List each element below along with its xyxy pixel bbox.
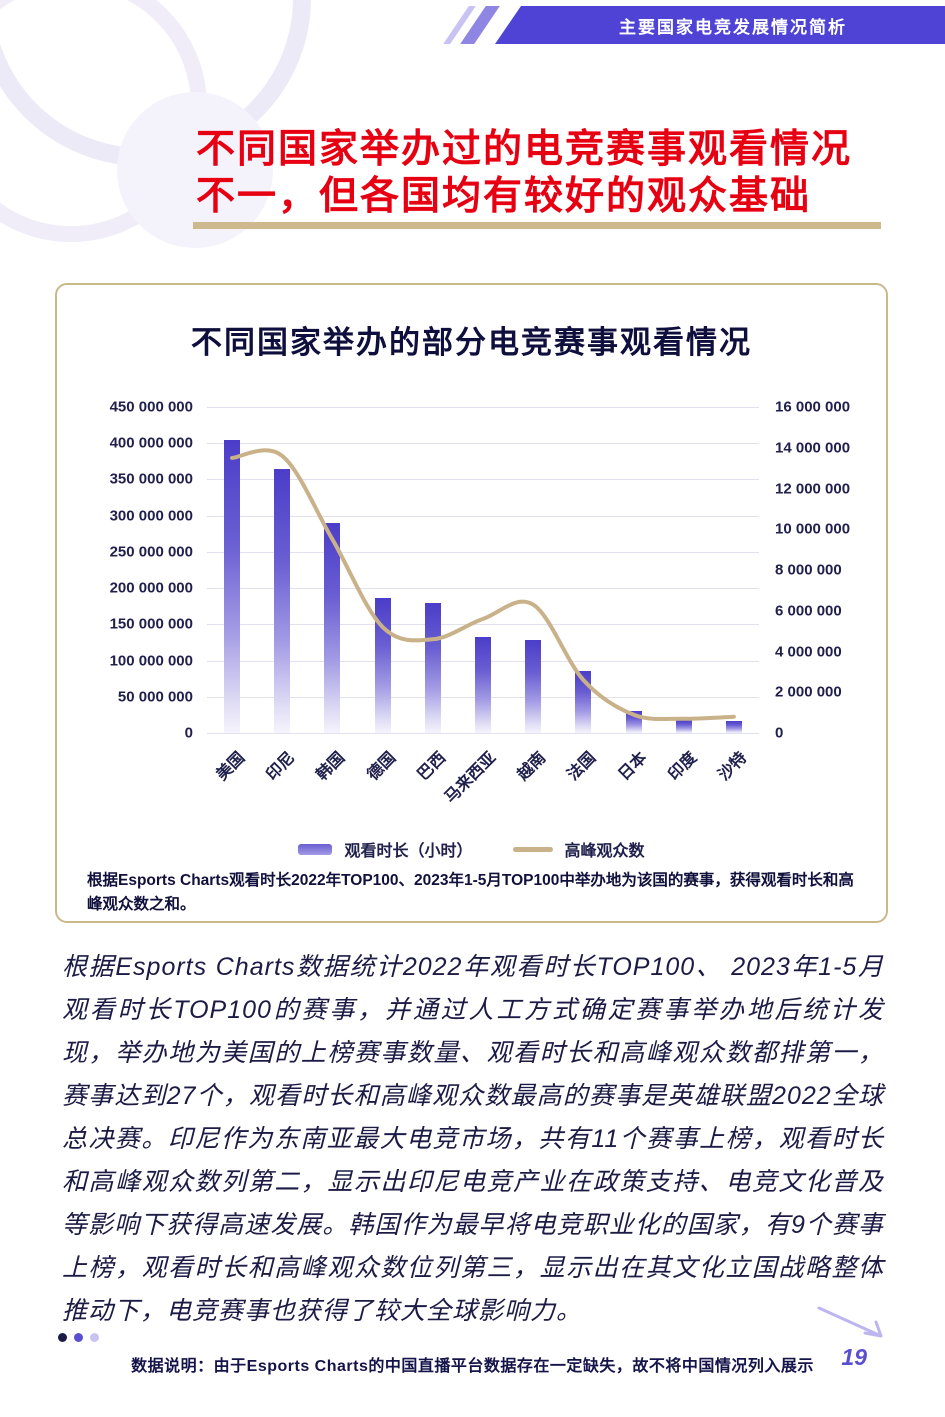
gridline xyxy=(207,407,759,408)
bar xyxy=(324,522,341,733)
chart-source-note: 根据Esports Charts观看时长2022年TOP100、2023年1-5… xyxy=(87,872,854,914)
page-title: 不同国家举办过的电竞赛事观看情况 不一，但各国均有较好的观众基础 xyxy=(196,126,852,220)
bar xyxy=(675,719,692,733)
gridline xyxy=(207,551,759,553)
pagination-dot xyxy=(90,1333,99,1342)
legend-bar-label: 观看时长（小时） xyxy=(344,843,473,860)
pagination-dot xyxy=(58,1333,67,1342)
y-axis-right-tick: 0 xyxy=(775,724,784,742)
peak-viewers-line xyxy=(230,448,736,722)
gridline xyxy=(207,479,759,481)
pagination-dot xyxy=(74,1333,83,1342)
y-axis-left-tick: 0 xyxy=(184,724,193,742)
bar xyxy=(475,637,491,733)
chart-card: 不同国家举办的部分电竞赛事观看情况 450 000 000 400 000 000… xyxy=(55,283,888,923)
y-axis-left-tick: 50 000 000 xyxy=(117,688,193,706)
page-title-line1: 不同国家举办过的电竞赛事观看情况 xyxy=(196,128,853,171)
gridline xyxy=(207,515,759,517)
body-paragraph: 根据Esports Charts数据统计2022年观看时长TOP100、 202… xyxy=(62,953,884,1325)
page-title-line2: 不一，但各国均有较好的观众基础 xyxy=(196,175,812,218)
y-axis-left-tick: 350 000 000 xyxy=(109,470,193,488)
footer-note: 数据说明：由于Esports Charts的中国直播平台数据存在一定缺失，故不将… xyxy=(131,1358,814,1375)
y-axis-right-tick: 12 000 000 xyxy=(775,480,851,497)
gridline xyxy=(207,733,759,734)
y-axis-left-tick: 250 000 000 xyxy=(109,543,193,561)
gridline xyxy=(207,624,759,626)
y-axis-left-tick: 150 000 000 xyxy=(109,615,193,633)
y-axis-left-tick: 400 000 000 xyxy=(109,434,193,452)
gridline xyxy=(207,588,759,590)
y-axis-right-tick: 16 000 000 xyxy=(775,398,851,416)
y-axis-left-tick: 100 000 000 xyxy=(109,652,193,670)
chart-title: 不同国家举办的部分电竞赛事观看情况 xyxy=(191,325,752,360)
legend-line-swatch xyxy=(512,846,553,852)
pagination-dots xyxy=(58,1333,99,1342)
bar xyxy=(525,640,542,733)
bar xyxy=(725,721,742,733)
y-axis-right-tick: 2 000 000 xyxy=(775,683,842,701)
y-axis-left-tick: 200 000 000 xyxy=(109,579,193,597)
y-axis-right-tick: 10 000 000 xyxy=(775,520,851,538)
legend-line-label: 高峰观众数 xyxy=(564,843,645,860)
chart-legend: 观看时长（小时） 高峰观众数 xyxy=(57,837,886,861)
plot-area: 450 000 000 400 000 000 350 000 000 300 000… xyxy=(110,399,851,807)
y-axis-left-tick: 450 000 000 xyxy=(109,398,193,416)
y-axis-right-tick: 8 000 000 xyxy=(775,561,842,579)
page-number: 19 xyxy=(841,1344,867,1370)
legend-bar-swatch xyxy=(298,843,333,855)
corner-arrow-icon xyxy=(817,1306,883,1338)
y-axis-right-tick: 14 000 000 xyxy=(775,439,851,457)
y-axis-right-tick: 4 000 000 xyxy=(775,643,842,660)
y-axis-left-tick: 300 000 000 xyxy=(109,507,193,525)
bar xyxy=(224,439,241,733)
title-underline xyxy=(193,222,881,229)
bar xyxy=(274,468,291,733)
bar xyxy=(424,602,441,733)
header-banner: 主要国家电竞发展情况简析 xyxy=(495,6,945,44)
gridline xyxy=(207,443,759,445)
header-banner-label: 主要国家电竞发展情况简析 xyxy=(619,17,847,37)
y-axis-right-tick: 6 000 000 xyxy=(775,602,842,620)
